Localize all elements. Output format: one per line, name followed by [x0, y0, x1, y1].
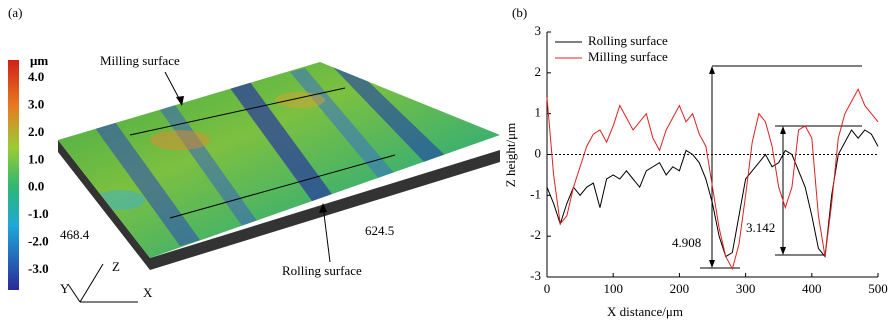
- colorbar-tick-label: 0.0: [28, 179, 44, 194]
- colorbar-tick-label: -3.0: [28, 261, 49, 276]
- annotation: 4.908: [672, 235, 701, 250]
- arrowhead: [780, 247, 786, 255]
- colorbar-tick-label: 1.0: [28, 151, 44, 166]
- y-tick-label: 0: [535, 145, 542, 160]
- milling-trace: [129, 87, 346, 136]
- colorbar-tick-label: 3.0: [28, 96, 44, 111]
- y-tick-label: -1: [530, 186, 541, 201]
- arrowhead: [709, 66, 715, 74]
- x-tick-label: 300: [736, 281, 756, 296]
- axis-y: Y: [60, 281, 70, 296]
- y-tick-label: 1: [535, 105, 542, 120]
- legend-label: Milling surface: [588, 49, 668, 64]
- x-tick-label: 500: [868, 281, 888, 296]
- surface-texture: [95, 62, 450, 246]
- x-axis-label: X distance/μm: [607, 304, 683, 319]
- milling-label: Milling surface: [100, 53, 180, 68]
- x-tick-label: 100: [603, 281, 623, 296]
- y-tick-label: 3: [535, 23, 542, 38]
- series-line: [546, 129, 879, 258]
- colorbar-tick-label: 4.0: [28, 69, 44, 84]
- rolling-label: Rolling surface: [282, 263, 362, 278]
- arrowhead: [176, 96, 184, 106]
- width-label: 468.4: [60, 227, 90, 242]
- x-tick-label: 200: [670, 281, 690, 296]
- colorbar-tick-label: -1.0: [28, 206, 49, 221]
- panel-label: (a): [8, 5, 22, 20]
- colorbar-unit: μm: [30, 53, 48, 68]
- series-line: [546, 87, 879, 271]
- y-axis-label: Z height/μm: [503, 123, 518, 187]
- x-tick-label: 0: [544, 281, 551, 296]
- colorbar-tick-label: -2.0: [28, 234, 49, 249]
- x-tick-label: 400: [802, 281, 822, 296]
- chart-title: (b): [512, 5, 527, 20]
- y-tick-label: -2: [530, 227, 541, 242]
- axis-x: X: [143, 285, 153, 300]
- rolling-trace: [169, 154, 396, 219]
- axis-z: Z: [112, 259, 120, 274]
- arrowhead: [709, 260, 715, 268]
- colorbar-ticks: 4.0 3.0 2.0 1.0 0.0 -1.0 -2.0 -3.0: [28, 69, 49, 276]
- length-label: 624.5: [365, 223, 394, 238]
- annotation: 3.142: [746, 220, 775, 235]
- rolling-arrow: [322, 205, 331, 263]
- colorbar: [8, 60, 19, 290]
- arrowhead: [780, 126, 786, 134]
- legend-label: Rolling surface: [588, 33, 668, 48]
- annotation-lines: [700, 65, 862, 269]
- arrowhead: [319, 203, 327, 213]
- colorbar-tick-label: 2.0: [28, 124, 44, 139]
- axis-triad: [67, 263, 138, 303]
- y-tick-label: 2: [535, 64, 542, 79]
- y-tick-label: -3: [530, 268, 541, 283]
